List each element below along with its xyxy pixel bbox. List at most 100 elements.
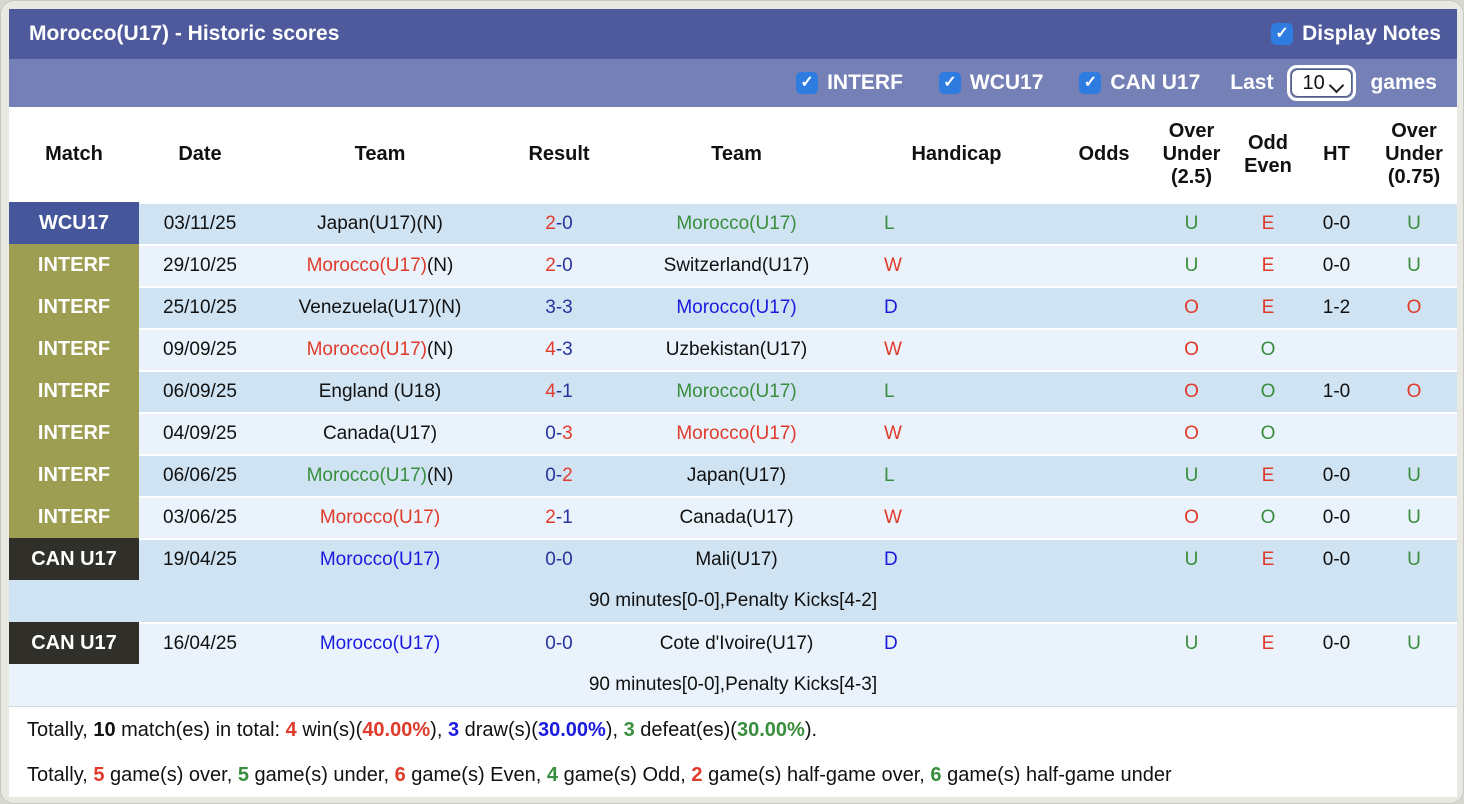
col-over-under-2-5: Over Under (2.5): [1149, 107, 1234, 202]
over-under-2-5-result: U: [1149, 244, 1234, 286]
ht-score: 1-0: [1302, 370, 1371, 412]
home-team: Venezuela(U17)(N): [261, 286, 499, 328]
away-team: Canada(U17): [619, 496, 854, 538]
col-home-team: Team: [261, 107, 499, 202]
match-result: 4-3: [499, 328, 619, 370]
summary-line-1: Totally, 10 match(es) in total: 4 win(s)…: [27, 719, 818, 741]
handicap-result: L: [854, 202, 1059, 244]
title-bar: Morocco(U17) - Historic scores ✓ Display…: [9, 9, 1457, 59]
odd-even-result: E: [1234, 538, 1302, 580]
league-badge: CAN U17: [9, 538, 139, 580]
games-count-select[interactable]: 10: [1291, 69, 1353, 97]
away-team: Morocco(U17): [619, 370, 854, 412]
over-under-2-5-result: O: [1149, 328, 1234, 370]
filter-wcu17-label: WCU17: [969, 71, 1044, 94]
col-over-under-0-75: Over Under (0.75): [1371, 107, 1457, 202]
home-team: Canada(U17): [261, 412, 499, 454]
handicap-result: D: [854, 286, 1059, 328]
away-team: Morocco(U17): [619, 286, 854, 328]
ht-score: [1302, 412, 1371, 454]
col-ht: HT: [1302, 107, 1371, 202]
league-badge: INTERF: [9, 370, 139, 412]
display-notes-label: Display Notes: [1302, 22, 1441, 45]
display-notes-toggle[interactable]: ✓ Display Notes: [1271, 22, 1441, 46]
away-team: Japan(U17): [619, 454, 854, 496]
away-team: Switzerland(U17): [619, 244, 854, 286]
match-result: 2-1: [499, 496, 619, 538]
match-date: 19/04/25: [139, 538, 261, 580]
match-date: 29/10/25: [139, 244, 261, 286]
away-team: Mali(U17): [619, 538, 854, 580]
filter-bar: ✓ INTERF ✓ WCU17 ✓ CAN U17 Last 10 games: [9, 59, 1457, 107]
check-icon: ✓: [943, 74, 957, 91]
over-under-0-75-result: O: [1371, 370, 1457, 412]
filter-wcu17[interactable]: ✓ WCU17: [938, 71, 1044, 95]
filter-can-u17[interactable]: ✓ CAN U17: [1079, 71, 1200, 95]
match-date: 03/11/25: [139, 202, 261, 244]
col-result: Result: [499, 107, 619, 202]
display-notes-checkbox[interactable]: ✓: [1271, 23, 1294, 45]
match-result: 4-1: [499, 370, 619, 412]
handicap-result: L: [854, 370, 1059, 412]
over-under-0-75-result: [1371, 328, 1457, 370]
home-team: Morocco(U17)(N): [261, 328, 499, 370]
summary-line-2: Totally, 5 game(s) over, 5 game(s) under…: [27, 764, 1172, 786]
over-under-2-5-result: O: [1149, 286, 1234, 328]
historic-scores-panel: Morocco(U17) - Historic scores ✓ Display…: [9, 9, 1457, 797]
match-date: 25/10/25: [139, 286, 261, 328]
over-under-0-75-result: U: [1371, 622, 1457, 664]
match-result: 0-3: [499, 412, 619, 454]
match-row: CAN U17 19/04/25 Morocco(U17) 0-0 Mali(U17) D…: [9, 538, 1457, 580]
match-result: 0-0: [499, 538, 619, 580]
ht-score: 0-0: [1302, 496, 1371, 538]
handicap-result: D: [854, 622, 1059, 664]
match-row: INTERF 04/09/25 Canada(U17) 0-3 Morocco(U17)…: [9, 412, 1457, 454]
summary-section: Totally, 10 match(es) in total: 4 win(s)…: [9, 706, 1457, 797]
filter-interf[interactable]: ✓ INTERF: [796, 71, 903, 95]
over-under-0-75-result: U: [1371, 538, 1457, 580]
ht-score: 0-0: [1302, 622, 1371, 664]
handicap-result: D: [854, 538, 1059, 580]
table-header: Match Date Team Result Team Handicap Odd…: [9, 107, 1457, 202]
wcu17-checkbox[interactable]: ✓: [938, 72, 961, 94]
odd-even-result: E: [1234, 622, 1302, 664]
odds-cell: [1059, 286, 1149, 328]
over-under-2-5-result: O: [1149, 496, 1234, 538]
penalty-note: 90 minutes[0-0],Penalty Kicks[4-2]: [9, 580, 1457, 622]
over-under-2-5-result: U: [1149, 622, 1234, 664]
page-title: Morocco(U17) - Historic scores: [29, 22, 340, 45]
away-team: Uzbekistan(U17): [619, 328, 854, 370]
odds-cell: [1059, 244, 1149, 286]
over-under-2-5-result: U: [1149, 454, 1234, 496]
filter-can-u17-label: CAN U17: [1110, 71, 1201, 94]
col-odd-even: Odd Even: [1234, 107, 1302, 202]
home-team: Morocco(U17)(N): [261, 244, 499, 286]
last-label: Last: [1230, 71, 1274, 94]
match-row: INTERF 06/09/25 England (U18) 4-1 Morocco(U1…: [9, 370, 1457, 412]
home-team: Morocco(U17): [261, 538, 499, 580]
match-date: 09/09/25: [139, 328, 261, 370]
match-row: INTERF 29/10/25 Morocco(U17)(N) 2-0 Switzerl…: [9, 244, 1457, 286]
odd-even-result: O: [1234, 496, 1302, 538]
match-date: 06/09/25: [139, 370, 261, 412]
over-under-2-5-result: U: [1149, 538, 1234, 580]
note-row: 90 minutes[0-0],Penalty Kicks[4-2]: [9, 580, 1457, 622]
away-team: Cote d'Ivoire(U17): [619, 622, 854, 664]
games-count-select-ring: 10: [1287, 65, 1357, 101]
over-under-0-75-result: U: [1371, 202, 1457, 244]
home-team: Japan(U17)(N): [261, 202, 499, 244]
handicap-result: W: [854, 412, 1059, 454]
match-row: INTERF 09/09/25 Morocco(U17)(N) 4-3 Uzbekist…: [9, 328, 1457, 370]
ht-score: 0-0: [1302, 538, 1371, 580]
ht-score: 0-0: [1302, 202, 1371, 244]
check-icon: ✓: [1083, 74, 1098, 91]
over-under-0-75-result: U: [1371, 244, 1457, 286]
interf-checkbox[interactable]: ✓: [796, 72, 819, 94]
match-date: 16/04/25: [139, 622, 261, 664]
match-result: 2-0: [499, 202, 619, 244]
handicap-result: W: [854, 496, 1059, 538]
over-under-0-75-result: U: [1371, 496, 1457, 538]
match-result: 2-0: [499, 244, 619, 286]
league-badge: INTERF: [9, 496, 139, 538]
can-u17-checkbox[interactable]: ✓: [1079, 72, 1102, 94]
